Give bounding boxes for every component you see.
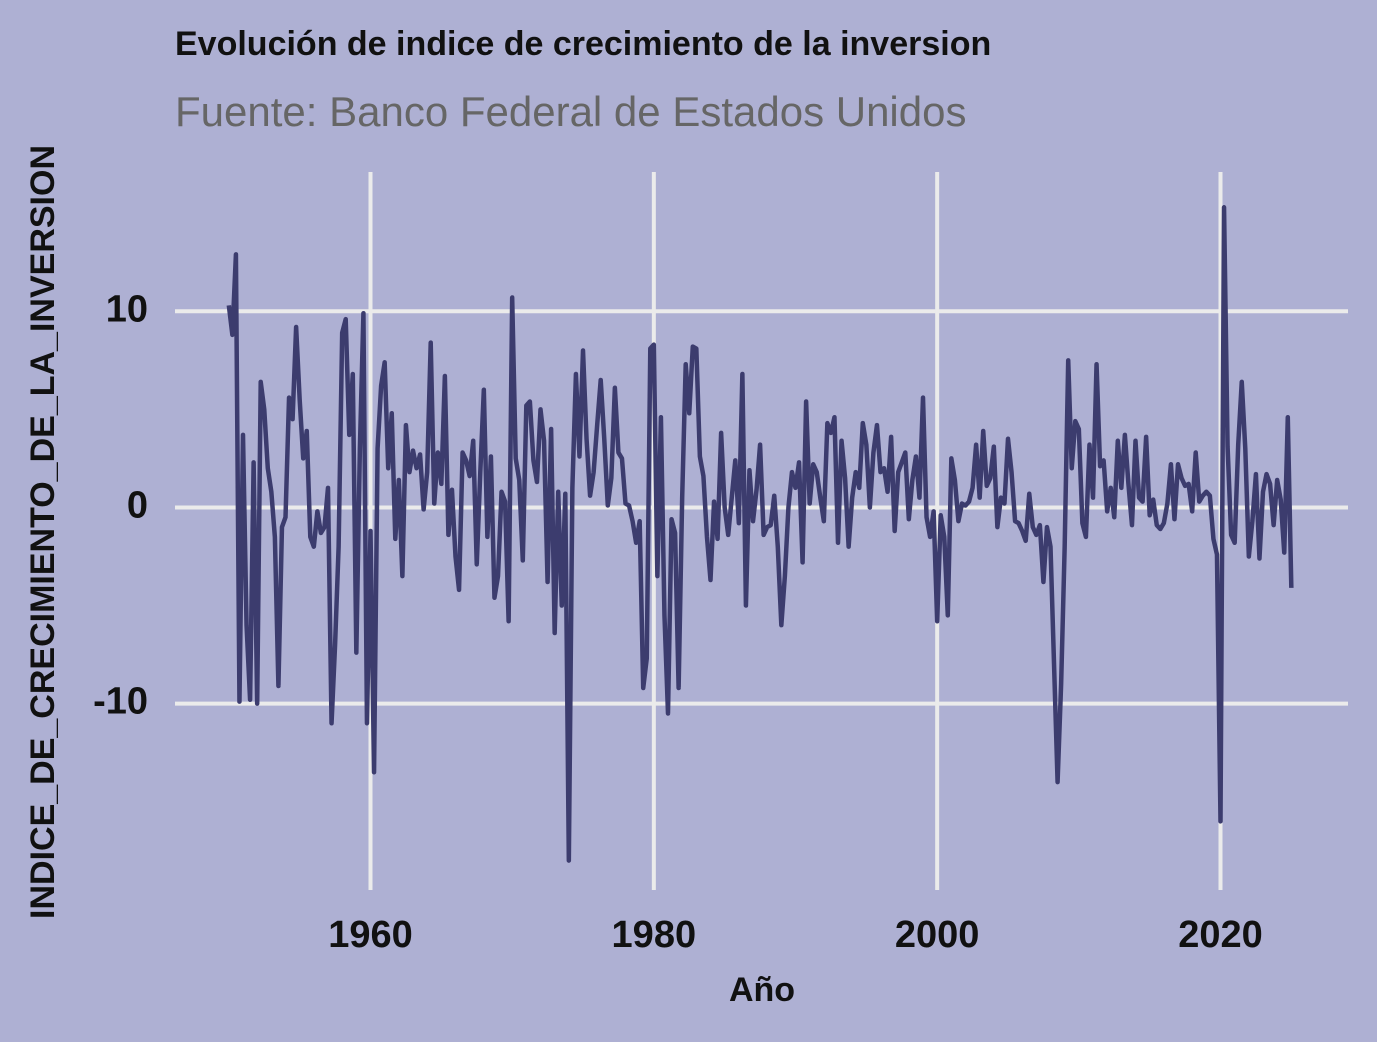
x-tick-label: 2020 xyxy=(1178,914,1263,956)
y-axis-label: INDICE_DE_CRECIMIENTO_DE_LA_INVERSION xyxy=(24,145,62,919)
x-tick-label: 2000 xyxy=(895,914,980,956)
chart-title: Evolución de indice de crecimiento de la… xyxy=(175,25,991,63)
y-tick-label: 10 xyxy=(106,288,148,330)
x-tick-label: 1980 xyxy=(612,914,697,956)
x-tick-label: 1960 xyxy=(328,914,413,956)
y-tick-label: 0 xyxy=(127,484,148,526)
data-line xyxy=(226,205,1294,863)
y-tick-label: -10 xyxy=(93,681,148,723)
chart-subtitle: Fuente: Banco Federal de Estados Unidos xyxy=(175,88,966,135)
x-axis-label: Año xyxy=(729,971,795,1009)
